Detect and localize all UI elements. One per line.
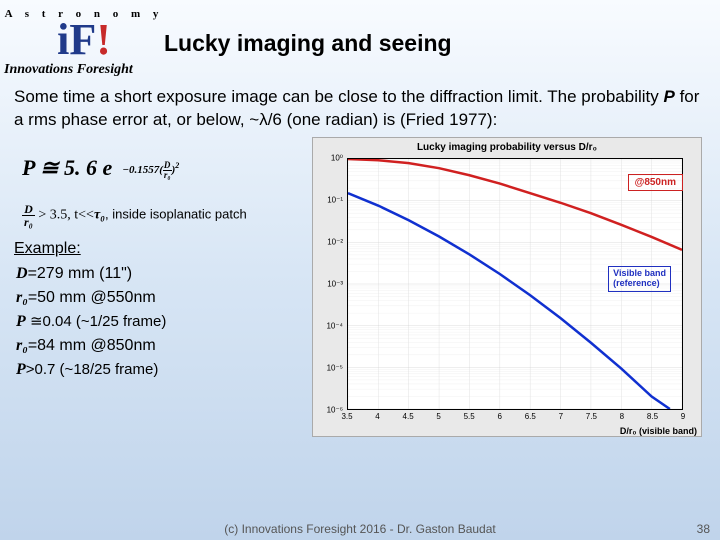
p-Pb: P [16, 361, 26, 378]
logo: A s t r o n o m y iF! Innovations Foresi… [4, 8, 164, 78]
condition-line: Dr₀ > 3.5, t<<τ₀, inside isoplanatic pat… [14, 199, 312, 230]
intro-text: Some time a short exposure image can be … [0, 78, 720, 132]
cond-tau: τ₀ [94, 208, 105, 223]
p-r0a: r₀ [16, 289, 28, 306]
logo-mark: iF! [4, 20, 164, 60]
legend-visible: Visible band(reference) [608, 266, 671, 292]
cond-den: r₀ [22, 216, 35, 228]
page-number: 38 [697, 522, 710, 536]
intro-line1: Some time a short exposure image can be … [14, 87, 425, 106]
footer: (c) Innovations Foresight 2016 - Dr. Gas… [0, 522, 720, 536]
logo-bang: ! [96, 15, 111, 64]
y-axis-labels: 10⁻⁶10⁻⁵10⁻⁴10⁻³10⁻²10⁻¹10⁰ [313, 158, 345, 410]
example-heading: Example: [14, 230, 312, 262]
example-params: D=279 mm (11") r₀=50 mm @550nm P ≅0.04 (… [14, 262, 312, 382]
chart-title: Lucky imaging probability versus D/r₀ [313, 138, 701, 153]
symbol-p: P [664, 87, 675, 106]
x-axis-labels: 3.544.555.566.577.588.59 [347, 412, 683, 424]
p-D-val: =279 mm (11") [28, 265, 133, 282]
probability-chart: Lucky imaging probability versus D/r₀ 10… [312, 137, 702, 437]
logo-subtitle: Innovations Foresight [4, 62, 164, 78]
formula-lhs: P ≅ 5. 6 e [22, 155, 112, 180]
copyright: (c) Innovations Foresight 2016 - Dr. Gas… [0, 522, 720, 536]
intro-line2a: diffraction limit. The probability [430, 87, 664, 106]
left-column: P ≅ 5. 6 e −0.1557(Dr₀)2 Dr₀ > 3.5, t<<τ… [14, 131, 312, 437]
exp-den: r₀ [163, 171, 172, 180]
cond-comment: , inside isoplanatic patch [105, 207, 247, 222]
exp-pow: 2 [175, 161, 179, 170]
p-Pa: P [16, 313, 26, 330]
x-axis-title: D/r₀ (visible band) [620, 426, 697, 436]
page-title: Lucky imaging and seeing [164, 8, 452, 57]
p-Pb-val: >0.7 (~18/25 frame) [26, 361, 159, 378]
p-r0a-val: =50 mm @550nm [28, 289, 156, 306]
chart-container: Lucky imaging probability versus D/r₀ 10… [312, 131, 714, 437]
header: A s t r o n o m y iF! Innovations Foresi… [0, 0, 720, 78]
intro-line3: or below, ~λ/6 (one radian) is (Fried 19… [177, 110, 498, 129]
cond-gt: > 3.5, t<< [38, 208, 94, 223]
legend-850nm: @850nm [628, 174, 683, 191]
formula-exponent: −0.1557(Dr₀)2 [122, 161, 179, 180]
logo-if: iF [57, 15, 96, 64]
main-formula: P ≅ 5. 6 e −0.1557(Dr₀)2 [14, 137, 312, 199]
p-r0b: r₀ [16, 337, 28, 354]
exp-coef: −0.1557 [122, 165, 159, 177]
p-r0b-val: =84 mm @850nm [28, 337, 156, 354]
p-D: D [16, 265, 28, 282]
p-Pa-val: ≅0.04 (~1/25 frame) [26, 313, 167, 330]
